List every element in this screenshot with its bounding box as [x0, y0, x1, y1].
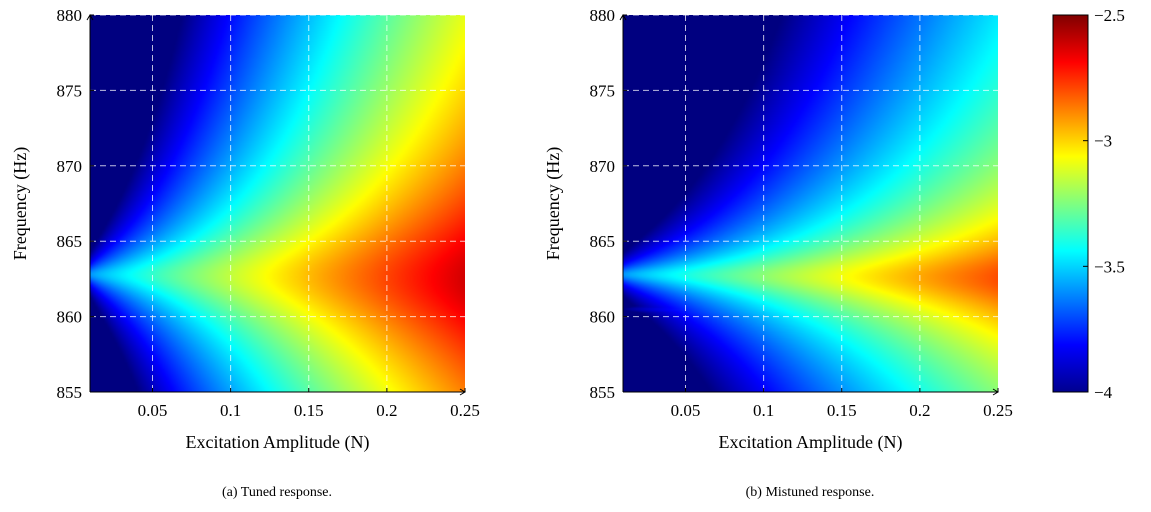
colorbar-tick-label: −2.5	[1094, 6, 1125, 25]
panel-caption: (a) Tuned response.	[222, 485, 332, 500]
x-axis-label: Excitation Amplitude (N)	[719, 432, 903, 453]
panel-caption: (b) Mistuned response.	[746, 485, 875, 500]
y-tick-label: 860	[590, 308, 616, 327]
y-tick-label: 880	[590, 6, 616, 25]
x-tick-label: 0.2	[376, 401, 397, 420]
colorbar-gradient	[1052, 14, 1089, 393]
y-tick-label: 855	[590, 383, 616, 402]
panel-tuned-response: 0.05 0.1 0.15 0.2 0.25 855 860 865 870 875 880 Exci…	[10, 6, 480, 500]
x-tick-label: 0.05	[671, 401, 701, 420]
y-tick-label: 865	[590, 232, 616, 251]
y-tick-label: 875	[590, 81, 616, 100]
x-tick-label: 0.05	[138, 401, 168, 420]
x-tick-label: 0.1	[220, 401, 241, 420]
y-tick-label: 860	[57, 308, 83, 327]
colorbar: −2.5 −3 −3.5 −4	[1052, 6, 1125, 402]
x-tick-label: 0.15	[827, 401, 857, 420]
panel-mistuned-response: 0.05 0.1 0.15 0.2 0.25 855 860 865 870 875 880 Exci…	[543, 6, 1013, 500]
colorbar-tick-label: −3	[1094, 132, 1112, 151]
y-axis-label: Frequency (Hz)	[10, 147, 31, 260]
y-tick-label: 870	[57, 157, 83, 176]
x-tick-label: 0.15	[294, 401, 324, 420]
y-tick-label: 875	[57, 81, 83, 100]
y-tick-label: 865	[57, 232, 83, 251]
heatmap-image	[623, 15, 998, 392]
y-tick-label: 855	[57, 383, 83, 402]
x-axis-label: Excitation Amplitude (N)	[186, 432, 370, 453]
x-tick-label: 0.1	[753, 401, 774, 420]
x-tick-label: 0.25	[450, 401, 480, 420]
colorbar-tick-label: −3.5	[1094, 257, 1125, 276]
x-tick-label: 0.25	[983, 401, 1013, 420]
heatmap-image	[90, 15, 465, 392]
colorbar-tick-label: −4	[1094, 383, 1113, 402]
y-axis-label: Frequency (Hz)	[543, 147, 564, 260]
x-tick-label: 0.2	[909, 401, 930, 420]
y-tick-label: 880	[57, 6, 83, 25]
y-tick-label: 870	[590, 157, 616, 176]
